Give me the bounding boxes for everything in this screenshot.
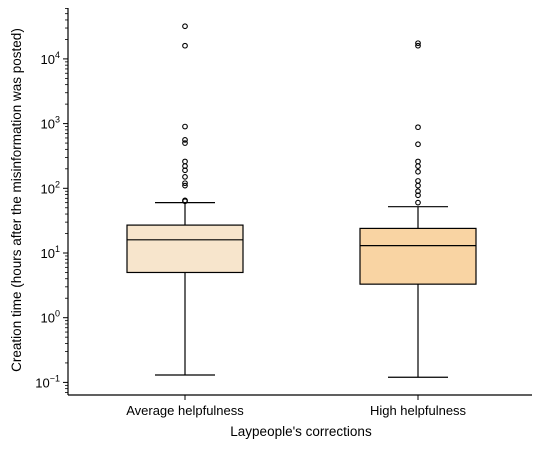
outlier-point [182,123,188,130]
y-tick-label: 101 [41,244,60,261]
outlier-point [182,197,188,204]
x-tick-label: Average helpfulness [126,403,244,418]
outlier-point [415,199,421,206]
y-tick-label: 103 [41,115,60,132]
outlier-point [182,158,188,165]
y-tick-label: 10−1 [35,373,60,390]
x-axis: Average helpfulness High helpfulness [68,394,532,418]
outlier-point [182,180,188,187]
outlier-point [182,42,188,49]
x-tick-label: High helpfulness [370,403,467,418]
y-tick-label: 104 [41,50,60,67]
outlier-point [415,188,421,195]
outlier-point [182,23,188,30]
outlier-point [415,40,421,47]
outlier-point [182,174,188,180]
outlier-point [182,140,188,146]
outlier-point [415,141,421,148]
outlier-point [415,192,421,199]
iqr-box [359,227,477,285]
outlier-point [182,137,188,143]
x-axis-title: Laypeople's corrections [230,424,372,439]
outlier-point [415,158,421,165]
outlier-point [415,124,421,131]
outlier-point [415,42,421,49]
y-tick-label: 102 [41,179,60,196]
outlier-point [415,178,421,184]
y-axis: 10−1 100 101 102 103 104 [35,8,69,395]
outlier-point [182,182,188,189]
iqr-box [126,224,244,274]
outlier-point [415,182,421,189]
y-axis-title: Creation time (hours after the misinform… [9,28,24,372]
y-tick-label: 100 [41,309,60,326]
boxes-layer [126,23,477,378]
outlier-point [415,168,421,175]
outlier-point [415,163,421,169]
